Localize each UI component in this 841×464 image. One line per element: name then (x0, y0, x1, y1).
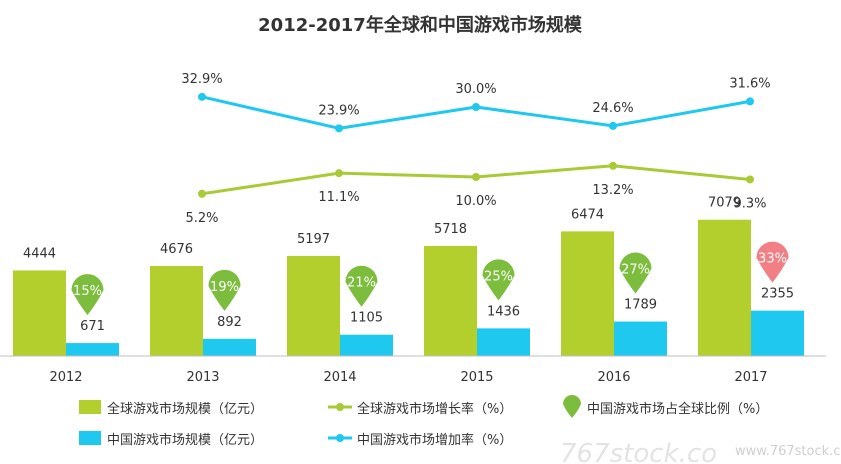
global-growth-point (609, 161, 617, 170)
category-label: 2015 (460, 370, 493, 385)
share-bubble-label: 15% (73, 284, 102, 299)
category-label: 2012 (49, 370, 82, 385)
china-growth-point (335, 124, 343, 133)
share-bubble (756, 241, 789, 283)
global-growth-point (746, 175, 754, 184)
china-growth-label: 31.6% (729, 76, 770, 91)
global-bar (424, 245, 477, 356)
china-bar (751, 310, 804, 356)
global-bar (561, 231, 614, 356)
legend-label-china-bar: 中国游戏市场规模（亿元） (107, 432, 263, 448)
global-growth-point (198, 189, 206, 198)
share-bubble-label: 19% (210, 280, 239, 295)
share-bubble (71, 274, 104, 316)
global-growth-label: 5.2% (185, 211, 218, 226)
share-bubble-label: 27% (621, 263, 650, 278)
global-bar-label: 4676 (160, 242, 193, 257)
category-labels: 2012 2013 2014 2015 2016 2017 (49, 370, 767, 385)
share-bubble-label: 25% (484, 269, 513, 284)
legend-label-global-bar: 全球游戏市场规模（亿元） (107, 401, 263, 417)
china-bar (614, 321, 667, 356)
legend-swatch-global-point (336, 403, 344, 411)
legend-swatch-share (563, 395, 581, 418)
china-bar-label: 671 (80, 319, 105, 334)
legend-swatch-china-bar (79, 431, 101, 445)
global-growth-point (335, 169, 343, 178)
legend-label-china-line: 中国游戏市场增加率（%） (357, 432, 512, 448)
china-bar-label: 1105 (350, 311, 383, 326)
legend-swatch-china-point (336, 434, 344, 442)
legend-swatch-global-bar (79, 400, 101, 414)
global-bar (13, 270, 66, 356)
global-bar-label: 5718 (434, 222, 467, 237)
global-bar (287, 255, 340, 356)
watermark-large: 767stock.co (560, 439, 717, 464)
category-label: 2016 (597, 370, 630, 385)
share-bubble (345, 265, 378, 307)
share-bubble-label: 21% (347, 276, 376, 291)
china-growth-line (201, 95, 751, 130)
global-growth-label: 10.0% (455, 194, 496, 209)
share-bubble (208, 269, 241, 311)
china-bar (66, 343, 119, 356)
global-growth-label: 11.1% (318, 190, 359, 205)
china-bar-label: 892 (217, 315, 242, 330)
global-bar (698, 219, 751, 356)
china-growth-point (609, 121, 617, 130)
global-bar-label: 6474 (571, 207, 604, 222)
china-growth-label: 23.9% (318, 103, 359, 118)
global-growth-point (472, 173, 480, 181)
china-growth-point (198, 92, 206, 101)
bars: 4444 671 15% 4676 892 19% 5197 1105 21% 5718 1436 2… (13, 196, 804, 356)
china-growth-label: 24.6% (592, 101, 633, 116)
global-bar-label: 7079 (708, 196, 741, 211)
china-bar (477, 328, 530, 356)
growth-lines: 5.2% 11.1% 10.0% 13.2% 9.3% 32.9% 23.9% 30.0% 24… (181, 72, 770, 226)
category-label: 2017 (734, 370, 767, 385)
legend-label-share: 中国游戏市场占全球比例（%） (587, 401, 768, 417)
chart-title: 2012-2017年全球和中国游戏市场规模 (258, 14, 583, 36)
china-growth-point (746, 97, 754, 106)
china-growth-label: 30.0% (455, 82, 496, 97)
legend-label-global-line: 全球游戏市场增长率（%） (357, 401, 512, 417)
legend: 全球游戏市场规模（亿元） 中国游戏市场规模（亿元） 全球游戏市场增长率（%） 中国游戏… (79, 395, 768, 448)
watermark: www.767stock.com (735, 444, 841, 459)
category-label: 2014 (323, 370, 356, 385)
share-bubble-label: 33% (758, 252, 787, 267)
china-bar (203, 338, 256, 356)
china-bar-label: 2355 (761, 287, 794, 302)
china-bar-label: 1436 (487, 304, 520, 319)
china-growth-label: 32.9% (181, 72, 222, 87)
category-label: 2013 (186, 370, 219, 385)
global-bar (150, 265, 203, 356)
global-bar-label: 5197 (297, 232, 330, 247)
global-bar-label: 4444 (23, 246, 56, 261)
global-growth-label: 13.2% (592, 183, 633, 198)
china-bar-label: 1789 (624, 298, 657, 313)
share-bubble (482, 259, 515, 301)
share-bubble (619, 252, 652, 294)
china-bar (340, 334, 393, 356)
global-growth-label: 9.3% (733, 196, 766, 211)
china-growth-point (472, 103, 480, 111)
